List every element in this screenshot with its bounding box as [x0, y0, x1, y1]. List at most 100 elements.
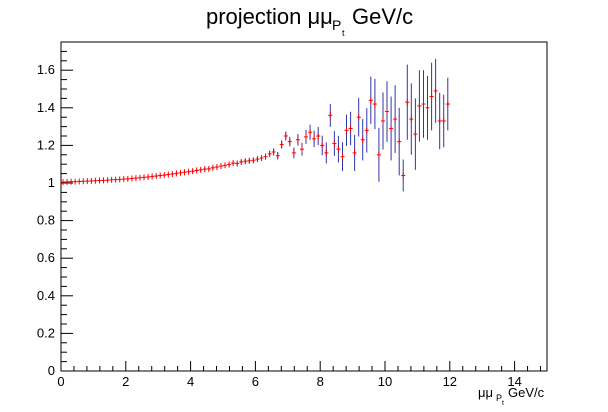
x-axis-label-unit: GeV/c	[508, 385, 545, 400]
data-point	[271, 148, 276, 156]
data-point	[186, 168, 191, 175]
y-tick-label: 0.8	[37, 213, 55, 228]
data-point	[316, 126, 321, 146]
data-point	[259, 154, 264, 161]
data-point	[214, 164, 219, 171]
data-point	[243, 158, 248, 165]
x-tick-label: 2	[122, 374, 129, 389]
y-tick-label: 0.6	[37, 250, 55, 265]
data-point	[202, 166, 207, 173]
data-series	[60, 58, 450, 192]
data-point	[170, 170, 175, 177]
data-point	[137, 174, 143, 181]
data-point	[227, 161, 232, 168]
x-axis-label-text: μμ	[478, 385, 493, 400]
data-point	[291, 147, 296, 159]
x-axis-label-subscript: P	[496, 393, 502, 403]
chart-title-unit: GeV/c	[352, 4, 413, 29]
data-point	[255, 156, 260, 163]
data-point	[380, 92, 386, 150]
data-point	[437, 92, 442, 150]
data-point	[372, 78, 377, 130]
data-point	[336, 135, 341, 163]
data-point	[332, 131, 337, 156]
data-point	[125, 175, 130, 182]
data-point	[198, 166, 203, 173]
data-point	[283, 131, 288, 141]
data-point	[174, 170, 179, 177]
data-point	[356, 97, 361, 137]
x-axis-label: μμ P t GeV/c	[478, 385, 545, 407]
data-point	[312, 130, 317, 148]
data-point	[441, 94, 446, 148]
chart-title-subsubscript: t	[342, 28, 345, 38]
x-tick-label: 8	[317, 374, 324, 389]
chart-title-text: projection μμ	[206, 4, 333, 29]
data-point	[340, 142, 345, 172]
data-point	[222, 162, 228, 169]
y-tick-label: 1	[48, 175, 55, 190]
data-point	[433, 58, 438, 123]
chart-title-subscript: P	[332, 17, 341, 33]
y-tick-label: 0.4	[37, 288, 55, 303]
data-point	[77, 178, 82, 185]
data-point	[154, 173, 159, 180]
x-axis: 0 2 4 6 8 10 12 14	[57, 361, 542, 389]
data-point	[352, 134, 357, 171]
data-point	[324, 142, 329, 164]
data-point	[210, 164, 215, 171]
data-point	[360, 119, 365, 161]
data-point	[308, 124, 313, 140]
data-point	[166, 171, 171, 178]
data-point	[235, 160, 240, 167]
x-tick-label: 12	[443, 374, 457, 389]
data-point	[73, 178, 78, 185]
data-point	[295, 133, 300, 146]
data-point	[117, 176, 122, 183]
data-point	[146, 173, 151, 180]
data-point	[81, 178, 86, 185]
data-point	[85, 178, 90, 185]
data-point	[65, 178, 70, 185]
data-point	[158, 172, 163, 179]
data-point	[364, 108, 369, 153]
data-point	[101, 177, 106, 184]
data-point	[303, 129, 309, 144]
data-point	[413, 98, 418, 170]
data-point	[141, 174, 147, 181]
data-point	[320, 135, 325, 156]
y-tick-label: 0.2	[37, 325, 55, 340]
data-point	[429, 62, 434, 131]
data-point	[109, 176, 114, 183]
data-point	[113, 176, 118, 183]
data-point	[60, 179, 66, 186]
data-point	[389, 96, 394, 161]
y-tick-label: 1.4	[37, 100, 55, 115]
data-point	[344, 114, 349, 146]
y-tick-label: 1.6	[37, 62, 55, 77]
chart-title: projection μμ P t GeV/c	[206, 4, 413, 38]
data-point	[328, 103, 333, 127]
data-point	[384, 81, 390, 142]
data-point	[401, 159, 406, 192]
y-tick-label: 1.2	[37, 137, 55, 152]
data-point	[93, 177, 98, 184]
data-point	[417, 70, 422, 142]
data-point	[69, 178, 74, 185]
data-point	[105, 177, 110, 184]
data-point	[150, 173, 155, 180]
data-point	[251, 157, 256, 164]
data-point	[121, 176, 126, 183]
data-point	[129, 175, 134, 182]
data-point	[409, 83, 414, 155]
data-point	[275, 151, 280, 160]
data-point	[267, 150, 272, 158]
data-point	[445, 77, 450, 131]
y-tick-label: 0	[48, 363, 55, 378]
data-point	[299, 142, 305, 156]
data-point	[393, 85, 398, 153]
data-point	[425, 75, 430, 140]
data-point	[397, 107, 402, 176]
x-tick-label: 0	[57, 374, 64, 389]
